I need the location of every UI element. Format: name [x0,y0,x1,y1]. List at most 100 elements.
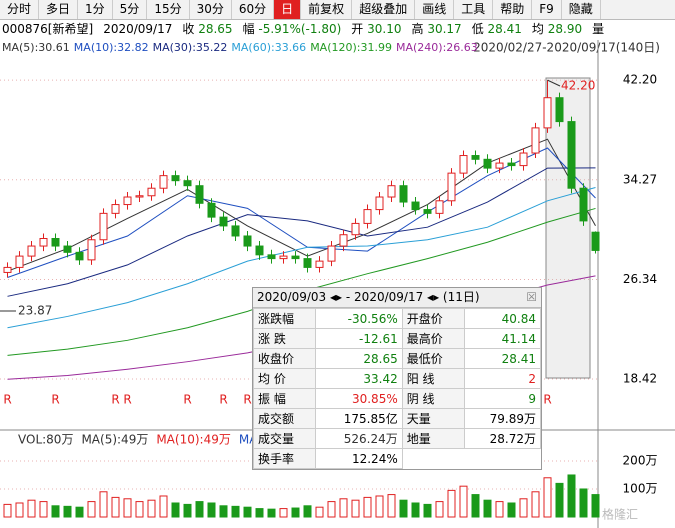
popup-row: 成交额 175.85亿 天量 79.89万 [253,408,542,429]
y-tick-label: 18.42 [623,372,657,386]
range-popup: 2020/09/03 ◂▸ - 2020/09/17 ◂▸ (11日) ☒ 涨跌… [252,287,542,470]
legend-entry: MA(120):31.99 [310,41,392,54]
tab[interactable]: 多日 [39,0,79,19]
popup-value: 30.85% [314,388,403,409]
legend-entry: MA(30):35.22 [152,41,228,54]
candle-body [183,180,192,187]
menu-item[interactable]: 前复权 [301,0,353,19]
popup-value: -30.56% [314,308,403,329]
candle-body [291,255,300,260]
marker: R [111,393,119,407]
marker: R [183,393,191,407]
arrows[interactable]: ◂▸ [330,290,343,304]
candle-body [363,209,372,224]
candle-body [123,196,132,206]
candle-body [267,254,276,260]
info-field: 高 30.17 [411,20,461,38]
candle-body [375,196,384,211]
close-button[interactable]: ☒ [526,290,537,304]
candle-body [327,245,336,262]
y-tick-label: 42.20 [623,73,657,87]
ma-line [7,186,596,329]
popup-value: 28.72万 [463,428,542,449]
candle-body [159,175,168,189]
candle-body [399,185,408,203]
volume-bar [399,499,408,518]
volume-bar [15,502,24,518]
popup-value: 79.89万 [463,408,542,429]
volume-bar [255,508,264,518]
tab[interactable]: 15分 [147,0,190,19]
tab[interactable]: 60分 [232,0,275,19]
popup-label: 成交额 [253,408,316,429]
candle-body [531,127,540,154]
popup-value: 175.85亿 [314,408,403,429]
popup-label: 开盘价 [401,308,465,329]
volume-bar [495,501,504,518]
popup-label: 成交量 [253,428,316,449]
candle-body [279,255,288,260]
volume-bar [423,503,432,518]
popup-label: 阳 线 [401,368,465,389]
legend-entry: MA(240):26.63 [395,41,478,54]
legend-entry: MA(10):32.82 [73,41,149,54]
marker: R [543,393,551,407]
volume-bar [375,495,384,518]
candle-body [111,204,120,214]
menu-item[interactable]: 画线 [415,0,455,19]
volume-bar [303,505,312,518]
candle-body [543,97,552,129]
candle-body [147,187,156,197]
candle-body [231,225,240,237]
ma-line [7,147,596,278]
menu-item[interactable]: F9 [532,0,562,19]
volume-bar [27,499,36,518]
candle-body [435,200,444,214]
candle-body [447,172,456,202]
candle-body [99,212,108,241]
tab[interactable]: 日 [274,0,302,19]
volume-bar [543,477,552,518]
candle-body [87,239,96,261]
popup-end: 2020/09/17 [354,290,424,304]
volume-bar [483,499,492,518]
volume-legend: VOL:80万 [18,433,73,447]
candle-body [207,202,216,218]
tab[interactable]: 5分 [113,0,148,19]
candle-body [63,245,72,253]
arrows[interactable]: ◂▸ [427,290,440,304]
menu-item[interactable]: 工具 [454,0,494,19]
candle-body [351,222,360,236]
candle-body [423,209,432,214]
menu-item[interactable]: 帮助 [493,0,533,19]
volume-bar [327,501,336,518]
annotation-line [547,79,561,87]
popup-label: 涨跌幅 [253,308,316,329]
info-label: 均 [531,22,544,36]
candle-body [411,201,420,211]
volume-bar [267,508,276,518]
info-field: 均 28.90 [532,20,582,38]
popup-separator: - [345,290,351,304]
info-label: 高 [411,22,424,36]
tab[interactable]: 1分 [78,0,113,19]
volume-bar [123,498,132,518]
ma-legend: MA(5):30.61 MA(10):32.82 MA(30):35.22 MA(60… [2,39,478,57]
marker: R [51,393,59,407]
tab[interactable]: 30分 [190,0,232,19]
candle-body [75,251,84,261]
menu-item[interactable]: 超级叠加 [352,0,416,19]
candle-body [495,162,504,169]
popup-label: 涨 跌 [253,328,316,349]
volume-bar [315,506,324,518]
menu-item[interactable]: 隐藏 [562,0,601,19]
tab[interactable]: 分时 [0,0,40,19]
volume-bar [579,488,588,518]
volume-bar [207,502,216,518]
info-label: 低 [471,22,484,36]
volume-bar [63,505,72,518]
popup-value: -12.61 [314,328,403,349]
candle-body [243,235,252,247]
